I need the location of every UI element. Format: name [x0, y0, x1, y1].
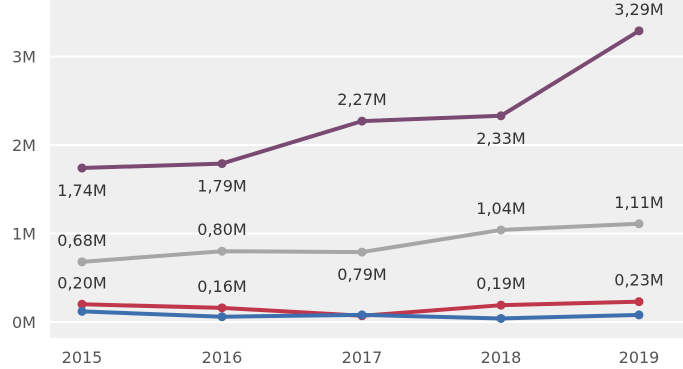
data-point: [217, 312, 227, 322]
data-point: [217, 246, 227, 256]
data-point: [634, 297, 644, 307]
x-tick-label: 2019: [619, 348, 660, 367]
data-point: [496, 313, 506, 323]
data-point: [634, 26, 644, 36]
x-tick-label: 2015: [62, 348, 103, 367]
data-label: 0,79M: [337, 265, 386, 284]
data-labels: 1,74M 1,79M 2,27M 2,33M 3,29M 0,68M 0,80M 0,79M…: [57, 0, 663, 296]
data-label: 0,80M: [197, 220, 246, 239]
data-point: [77, 163, 87, 173]
data-label: 0,20M: [57, 273, 106, 292]
data-point: [217, 159, 227, 169]
series-group: [77, 26, 644, 323]
x-tick-label: 2016: [202, 348, 243, 367]
data-label: 1,79M: [197, 177, 246, 196]
data-point: [357, 116, 367, 126]
data-point: [357, 247, 367, 257]
data-point: [496, 300, 506, 310]
y-tick-label: 2M: [12, 136, 36, 155]
x-tick-label: 2017: [342, 348, 383, 367]
data-point: [77, 306, 87, 316]
data-point: [496, 111, 506, 121]
data-label: 0,16M: [197, 277, 246, 296]
data-label: 2,27M: [337, 90, 386, 109]
y-axis: 0M 1M 2M 3M: [12, 48, 36, 333]
data-point: [77, 299, 87, 309]
data-point: [77, 257, 87, 267]
data-point: [634, 310, 644, 320]
data-point: [217, 303, 227, 313]
data-label: 1,04M: [476, 199, 525, 218]
y-tick-label: 3M: [12, 48, 36, 67]
y-tick-label: 0M: [12, 313, 36, 332]
data-label: 0,68M: [57, 231, 106, 250]
data-label: 1,74M: [57, 181, 106, 200]
data-point: [357, 310, 367, 320]
x-tick-label: 2018: [481, 348, 522, 367]
data-label: 0,19M: [476, 274, 525, 293]
data-point: [496, 225, 506, 235]
x-axis: 2015 2016 2017 2018 2019: [62, 348, 660, 367]
data-label: 2,33M: [476, 129, 525, 148]
data-label: 3,29M: [614, 0, 663, 19]
data-label: 1,11M: [614, 193, 663, 212]
data-label: 0,23M: [614, 271, 663, 290]
gridlines: [50, 55, 683, 323]
data-point: [634, 219, 644, 229]
plot-background: [50, 0, 683, 338]
y-tick-label: 1M: [12, 225, 36, 244]
